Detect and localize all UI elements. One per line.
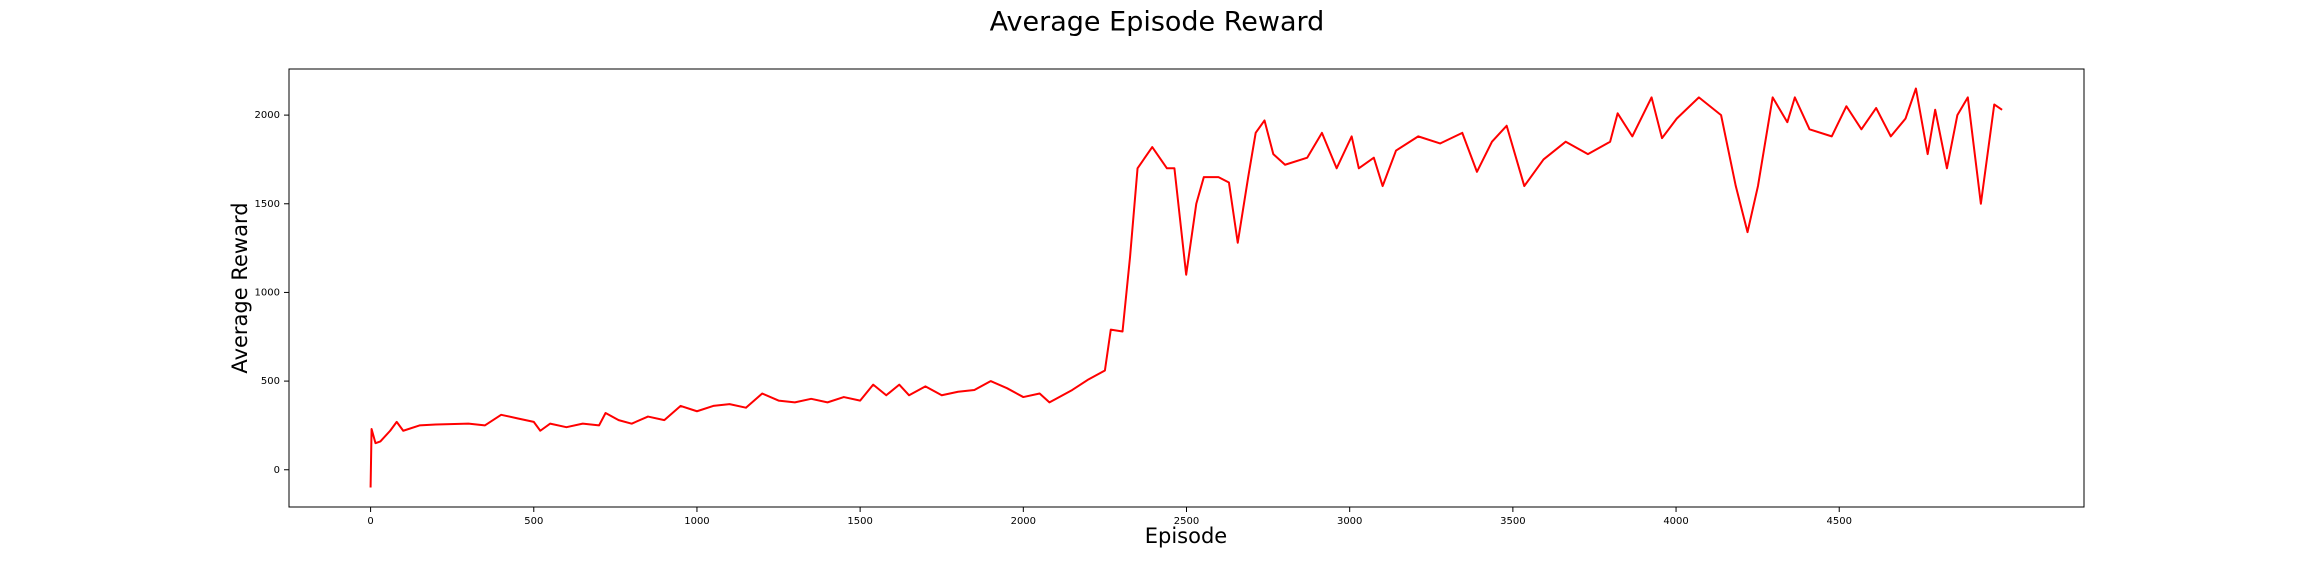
x-tick-label: 0	[367, 516, 373, 527]
x-tick-label: 2000	[1011, 516, 1036, 527]
x-axis-label: Episode	[1145, 524, 1227, 548]
y-tick-label: 0	[274, 465, 280, 476]
x-tick-label: 2500	[1174, 516, 1199, 527]
y-tick-label: 2000	[255, 110, 280, 121]
x-tick-label: 1500	[847, 516, 872, 527]
chart-title: Average Episode Reward	[990, 7, 1325, 38]
y-tick-label: 500	[261, 376, 280, 387]
plot-frame	[288, 68, 2085, 508]
x-tick-label: 500	[524, 516, 543, 527]
x-tick-label: 4500	[1827, 516, 1852, 527]
y-tick-label: 1500	[255, 199, 280, 210]
line-series	[369, 87, 2003, 488]
x-tick-label: 3000	[1337, 516, 1362, 527]
y-axis-label: Average Reward	[228, 202, 252, 373]
x-tick-label: 4000	[1663, 516, 1688, 527]
x-tick-label: 1000	[684, 516, 709, 527]
y-tick-label: 1000	[255, 287, 280, 298]
x-tick-label: 3500	[1500, 516, 1525, 527]
